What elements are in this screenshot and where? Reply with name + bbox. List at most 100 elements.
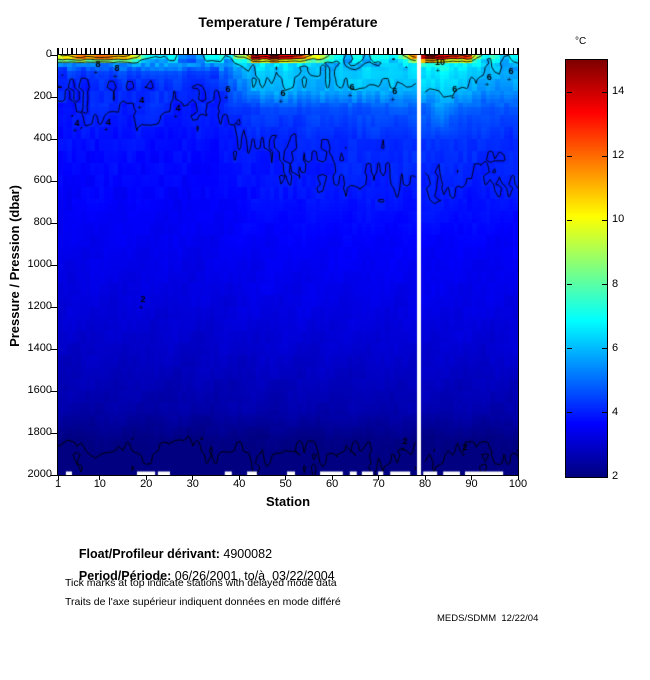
top-tick [424, 48, 426, 55]
colorbar-tick [602, 348, 607, 350]
top-tick [508, 48, 510, 55]
y-tick-label: 1000 [27, 258, 52, 270]
top-tick [233, 48, 236, 55]
top-tick [359, 48, 361, 55]
top-tick [266, 48, 268, 55]
top-tick [75, 48, 78, 55]
colorbar-tick [567, 284, 572, 286]
top-tick [438, 48, 440, 55]
x-tick-label: 60 [326, 478, 339, 490]
colorbar-tick-label: 4 [612, 405, 619, 418]
colorbar-unit-label: °C [575, 36, 587, 47]
y-tick [51, 264, 57, 266]
top-tick [150, 48, 152, 55]
y-tick-label: 200 [33, 90, 52, 102]
top-tick [336, 48, 338, 55]
top-tick [363, 48, 366, 55]
top-tick [257, 48, 259, 55]
top-tick [442, 48, 445, 55]
top-tick [475, 48, 477, 55]
top-tick [401, 48, 403, 55]
top-tick [350, 48, 352, 55]
top-tick [243, 48, 245, 55]
footer-credit: MEDS/SDMM 12/22/04 [437, 613, 539, 624]
top-tick [126, 48, 129, 55]
top-tick [461, 48, 463, 55]
top-tick [512, 48, 515, 55]
footer-note-fr: Traits de l'axe supérieur indiquent donn… [65, 596, 341, 608]
top-tick [303, 48, 305, 55]
top-tick [261, 48, 264, 55]
x-tick-label: 10 [93, 478, 106, 490]
top-tick [131, 48, 134, 55]
colorbar-tick [602, 91, 607, 93]
top-tick [368, 48, 370, 55]
colorbar-tick [567, 476, 572, 478]
top-tick [503, 48, 505, 55]
x-tick [238, 476, 240, 480]
colorbar-tick-label: 14 [612, 85, 625, 98]
y-tick [51, 222, 57, 224]
top-tick [238, 48, 240, 55]
top-tick [377, 48, 380, 55]
float-label: Float/Profileur dérivant: [78, 547, 220, 561]
colorbar-tick-label: 8 [612, 277, 619, 290]
top-tick [289, 48, 291, 55]
top-tick [396, 48, 398, 55]
top-tick [354, 48, 357, 55]
footer-period-line: Period/Période: 06/26/2001 to/à 03/22/20… [65, 555, 335, 597]
top-tick [298, 48, 301, 55]
x-tick [99, 476, 101, 480]
y-tick-label: 0 [45, 48, 52, 60]
top-tick [317, 48, 319, 55]
y-tick-label: 1400 [27, 342, 52, 354]
footer-note-en: Tick marks at top indicate stations with… [65, 577, 337, 589]
colorbar-tick [602, 476, 607, 478]
colorbar-tick [567, 91, 572, 93]
top-tick [117, 48, 120, 55]
top-tick [145, 48, 147, 55]
top-tick [494, 48, 496, 55]
top-tick [484, 48, 487, 55]
top-tick [168, 48, 171, 55]
top-tick [66, 48, 68, 55]
colorbar-canvas [565, 59, 608, 478]
top-tick [229, 48, 231, 55]
colorbar-tick-label: 6 [612, 341, 619, 354]
x-tick [285, 476, 287, 480]
x-tick-label: 1 [54, 478, 62, 490]
top-tick [312, 48, 315, 55]
x-tick [471, 476, 473, 480]
y-tick-label: 1200 [27, 300, 52, 312]
y-tick-label: 1800 [27, 426, 52, 438]
x-tick-label: 40 [233, 478, 246, 490]
top-tick [196, 48, 199, 55]
float-value: 4900082 [219, 547, 273, 561]
x-tick [331, 476, 333, 480]
top-tick [452, 48, 454, 55]
top-tick [113, 48, 115, 55]
top-tick [215, 48, 217, 55]
colorbar-tick [567, 412, 572, 414]
x-tick [192, 476, 194, 480]
top-tick [419, 48, 422, 55]
top-tick [94, 48, 96, 55]
top-tick [373, 48, 375, 55]
temperature-heatmap-canvas [57, 54, 519, 476]
top-tick [331, 48, 333, 55]
period-value: 06/26/2001 to/à 03/22/2004 [171, 569, 335, 583]
y-tick [51, 432, 57, 434]
y-axis-label: Pressure / Pression (dbar) [7, 185, 22, 347]
top-tick [210, 48, 213, 55]
top-tick [322, 48, 324, 55]
top-tick [192, 48, 194, 55]
top-tick [284, 48, 287, 55]
top-tick [382, 48, 384, 55]
colorbar-tick [602, 284, 607, 286]
top-tick [201, 48, 203, 55]
top-tick [219, 48, 222, 55]
top-tick [103, 48, 106, 55]
top-tick [159, 48, 161, 55]
top-tick [340, 48, 343, 55]
